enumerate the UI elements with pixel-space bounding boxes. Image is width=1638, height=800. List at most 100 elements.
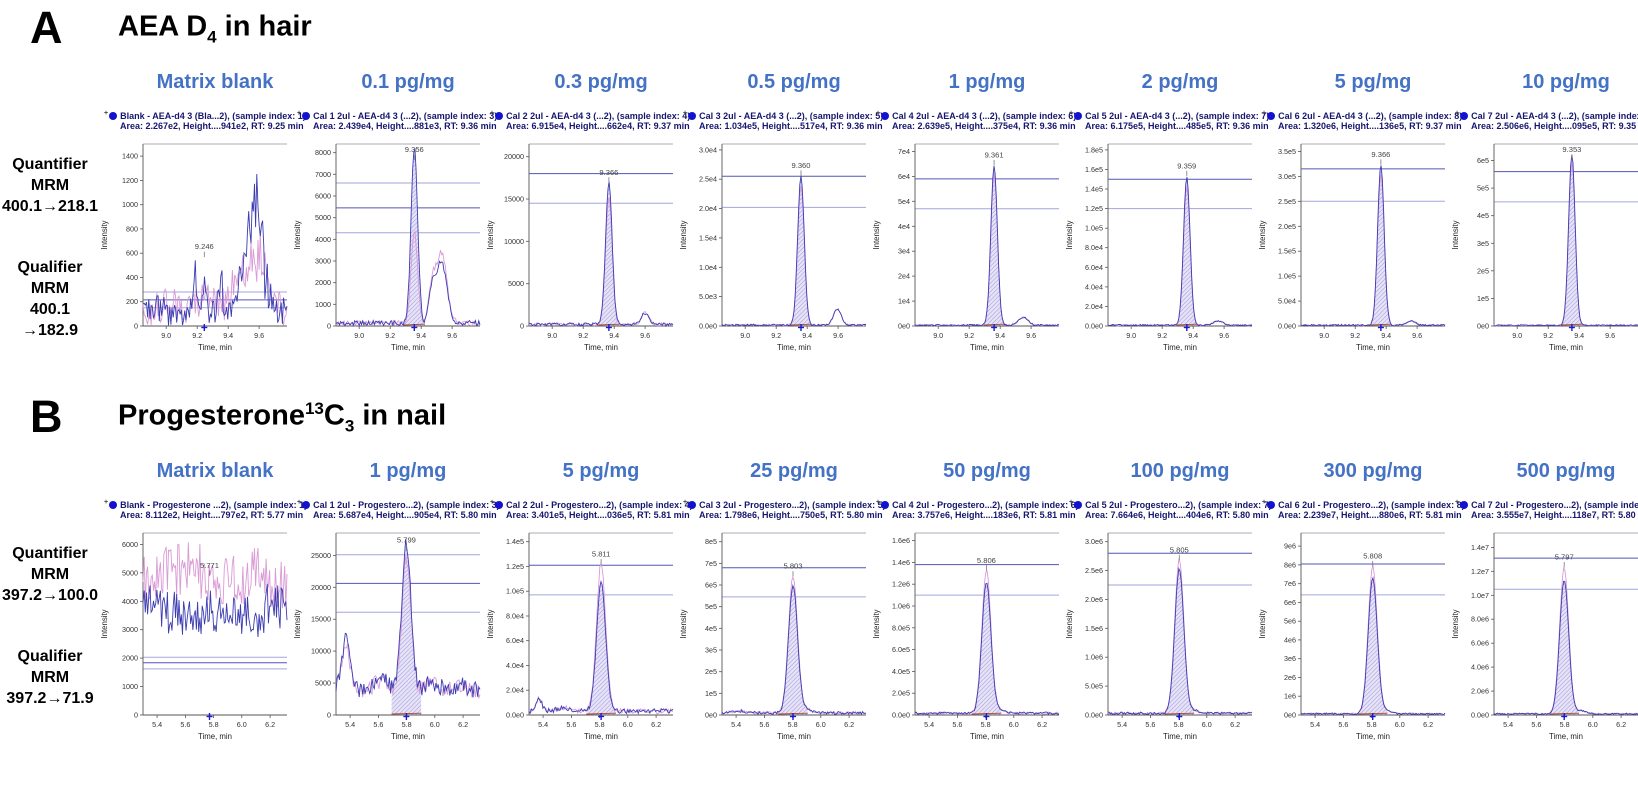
svg-text:9.4: 9.4: [1574, 331, 1584, 340]
sample-stats: Area: 2.439e4, Height....881e3, RT: 9.36…: [313, 121, 497, 132]
svg-text:4e5: 4e5: [705, 624, 717, 633]
concentration-header: 300 pg/mg: [1323, 459, 1423, 482]
svg-text:1.0e5: 1.0e5: [1278, 272, 1296, 281]
svg-text:9.0: 9.0: [354, 331, 364, 340]
svg-text:5.8: 5.8: [1367, 720, 1377, 729]
svg-text:9.6: 9.6: [640, 331, 650, 340]
svg-text:3e6: 3e6: [1284, 654, 1296, 663]
svg-text:6000: 6000: [315, 192, 331, 201]
svg-text:1.0e6: 1.0e6: [1085, 653, 1103, 662]
mrm-line: Qualifier: [17, 647, 83, 665]
concentration-header: 0.1 pg/mg: [361, 70, 455, 93]
chromatogram-header: + Cal 5 2ul - AEA-d4 3 (...2), (sample in…: [1065, 110, 1269, 133]
svg-text:3.0e4: 3.0e4: [699, 145, 717, 154]
svg-text:9.4: 9.4: [1188, 331, 1198, 340]
svg-text:5.4: 5.4: [152, 720, 162, 729]
sample-stats: Area: 3.757e6, Height....183e6, RT: 5.81…: [892, 510, 1076, 521]
sample-dot-icon: [302, 111, 311, 120]
sample-stats: Area: 2.239e7, Height....880e6, RT: 5.81…: [1278, 510, 1462, 521]
svg-text:800: 800: [126, 224, 138, 233]
svg-text:8e6: 8e6: [1284, 561, 1296, 570]
svg-text:5.4: 5.4: [1117, 720, 1127, 729]
svg-text:1.2e5: 1.2e5: [506, 562, 524, 571]
svg-text:2000: 2000: [315, 278, 331, 287]
svg-text:6.2: 6.2: [265, 720, 275, 729]
chromatogram-header: + Cal 4 2ul - Progestero...2), (sample in…: [872, 499, 1079, 522]
svg-text:Intensity: Intensity: [100, 610, 109, 639]
plus-icon: +: [104, 109, 109, 117]
sample-dot-icon: [881, 500, 890, 509]
svg-text:1.4e7: 1.4e7: [1471, 543, 1489, 552]
chromatogram-cell: + Cal 1 2ul - Progestero...2), (sample in…: [293, 499, 500, 751]
sample-dot-icon: [688, 111, 697, 120]
svg-text:Intensity: Intensity: [872, 220, 881, 249]
chromatogram-cell: + Cal 3 2ul - Progestero...2), (sample in…: [679, 499, 886, 751]
svg-text:5000: 5000: [508, 279, 524, 288]
chromatogram-plot: 0 5000 10000 15000 20000 9.0 9.2 9.4 9.6 Time, mi…: [486, 143, 674, 352]
svg-text:Intensity: Intensity: [100, 220, 109, 249]
sample-dot-icon: [1074, 111, 1083, 120]
svg-text:6.2: 6.2: [1423, 720, 1433, 729]
svg-text:9.2: 9.2: [1543, 331, 1553, 340]
chromatogram-plot: 0.0e0 5.0e4 1.0e5 1.5e5 2.0e5 2.5e5 3.0e5 3.5e5…: [1258, 143, 1446, 352]
svg-text:Intensity: Intensity: [486, 610, 495, 639]
svg-text:8.0e6: 8.0e6: [1471, 615, 1489, 624]
chromatogram-plot: 0e0 1e4 2e4 3e4 4e4 5e4 6e4 7e4 9.0 9.2 9.4 9.6 Time…: [872, 143, 1060, 352]
svg-text:1.5e5: 1.5e5: [1278, 247, 1296, 256]
chromatogram-cell: + Blank - Progesterone ...2), (sample ind…: [100, 499, 307, 751]
svg-text:0e0: 0e0: [898, 322, 910, 331]
svg-text:3.0e5: 3.0e5: [1278, 172, 1296, 181]
svg-text:9.4: 9.4: [1381, 331, 1391, 340]
svg-text:1.4e6: 1.4e6: [892, 558, 910, 567]
sample-dot-icon: [495, 111, 504, 120]
svg-text:1.0e5: 1.0e5: [506, 587, 524, 596]
svg-text:0.0e0: 0.0e0: [1085, 322, 1103, 331]
svg-text:2.5e6: 2.5e6: [1085, 566, 1103, 575]
svg-text:Intensity: Intensity: [1451, 610, 1460, 639]
svg-text:5.4: 5.4: [345, 720, 355, 729]
svg-text:5.6: 5.6: [180, 720, 190, 729]
chromatogram-plot: 0.0e0 2.0e6 4.0e6 6.0e6 8.0e6 1.0e7 1.2e7 1.4e7…: [1451, 532, 1638, 741]
mrm-line: Qualifier: [17, 258, 83, 276]
title-pre: Progesterone: [118, 399, 305, 432]
svg-text:9.361: 9.361: [985, 150, 1004, 159]
svg-text:Time, min: Time, min: [1549, 343, 1583, 352]
plus-icon: +: [1455, 109, 1460, 117]
mrm-transition: 397.2→71.9: [6, 690, 94, 708]
svg-text:9.0: 9.0: [933, 331, 943, 340]
svg-text:6.0: 6.0: [816, 720, 826, 729]
svg-text:6.2: 6.2: [458, 720, 468, 729]
svg-text:4e4: 4e4: [898, 222, 910, 231]
chromatogram-cell: + Cal 7 2ul - Progestero...2), (sample in…: [1451, 499, 1638, 751]
chromatogram-header: + Cal 1 2ul - Progestero...2), (sample in…: [293, 499, 500, 522]
panel-letter: B: [30, 391, 63, 443]
svg-text:9.366: 9.366: [599, 168, 618, 177]
svg-text:6.0e5: 6.0e5: [892, 645, 910, 654]
chromatogram-header: + Cal 3 2ul - AEA-d4 3 (...2), (sample in…: [679, 110, 883, 133]
svg-text:Intensity: Intensity: [1451, 220, 1460, 249]
mrm-line: Quantifier: [12, 544, 88, 562]
chromatogram-header: + Blank - AEA-d4 3 (Bla...2), (sample ind…: [100, 109, 306, 133]
title-subscript: 4: [207, 27, 217, 47]
sample-dot-icon: [109, 500, 118, 509]
svg-text:8e5: 8e5: [705, 537, 717, 546]
chromatogram-plot: 0.0e0 2.0e4 4.0e4 6.0e4 8.0e4 1.0e5 1.2e5 1.4e5…: [1065, 143, 1253, 352]
plus-icon: +: [1069, 498, 1074, 506]
svg-text:6.0: 6.0: [623, 720, 633, 729]
svg-text:8000: 8000: [315, 148, 331, 157]
title-mid: C: [323, 399, 345, 432]
chromatogram-cell: + Cal 7 2ul - AEA-d4 3 (...2), (sample in…: [1451, 110, 1638, 362]
mrm-labels: Quantifier MRM 397.2→100.0 Qualifier MRM…: [0, 499, 100, 751]
concentration-row: Matrix blank 1 pg/mg 5 pg/mg 25 pg/mg 50 pg/…: [0, 460, 1638, 483]
sample-dot-icon: [688, 500, 697, 509]
svg-text:5.8: 5.8: [1560, 720, 1570, 729]
svg-text:0.0e0: 0.0e0: [892, 711, 910, 720]
svg-text:9.0: 9.0: [161, 331, 171, 340]
svg-text:2.0e6: 2.0e6: [1085, 595, 1103, 604]
chromatogram-plot: 0 5000 10000 15000 20000 25000 5.4 5.6 5.8 6.0 6.2…: [293, 532, 481, 741]
chromatogram-header: + Cal 2 2ul - AEA-d4 3 (...2), (sample in…: [486, 110, 690, 133]
svg-text:Time, min: Time, min: [391, 343, 425, 352]
svg-text:Intensity: Intensity: [486, 220, 495, 249]
chromatogram-header: + Cal 5 2ul - Progestero...2), (sample in…: [1065, 498, 1272, 522]
svg-text:9.2: 9.2: [1157, 331, 1167, 340]
